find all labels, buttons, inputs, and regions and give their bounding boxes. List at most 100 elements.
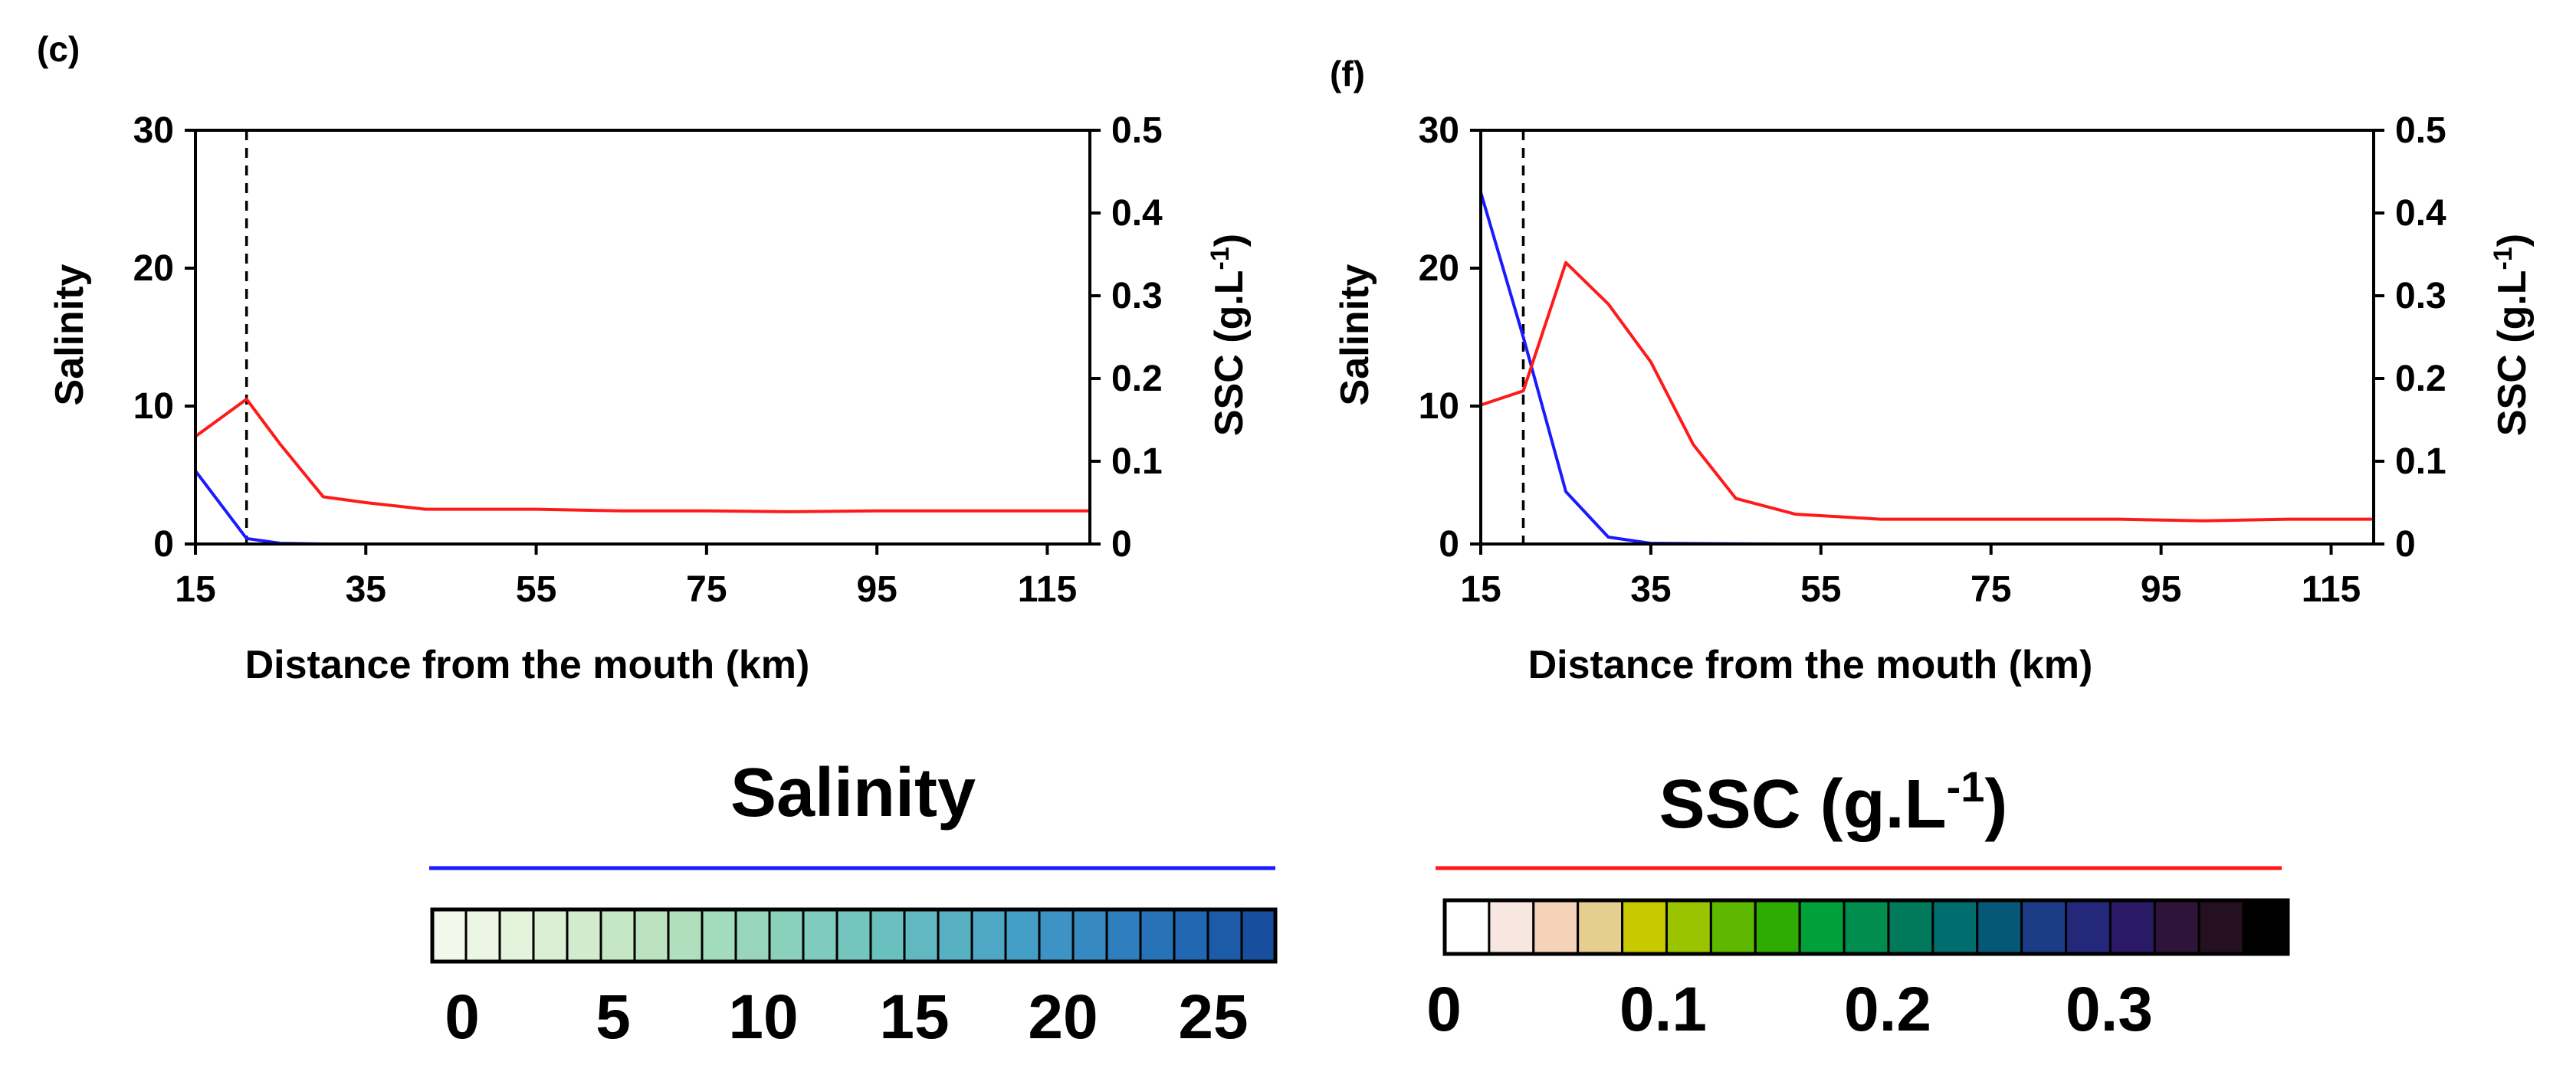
y-tick-label-right-f: 0.5 (2395, 110, 2446, 151)
ssc-color-swatch (1532, 899, 1580, 955)
salinity-color-swatch (633, 908, 670, 963)
x-tick-label-c: 15 (175, 569, 215, 610)
salinity-colorbar-label: 10 (728, 982, 798, 1052)
salinity-color-swatch (566, 908, 602, 963)
salinity-color-swatch (1105, 908, 1142, 963)
x-tick-label-c: 55 (516, 569, 556, 610)
x-tick-label-c: 35 (346, 569, 386, 610)
y-tick-label-right-f: 0.1 (2395, 441, 2446, 482)
y-axis-title-left-c: Salinity (48, 264, 92, 405)
y-tick-label-right-c: 0 (1111, 524, 1132, 565)
legend-ssc: SSC (g.L-1) 0 0.1 0.2 0.3 (1426, 762, 2290, 1044)
ssc-color-swatch (1843, 899, 1890, 955)
salinity-color-swatch (734, 908, 771, 963)
panel-label-c: (c) (37, 29, 80, 69)
y-axis-title-right-c: SSC (g.L-1) (1206, 234, 1252, 436)
salinity-color-swatch (667, 908, 704, 963)
y-tick-label-right-f: 0.3 (2395, 276, 2446, 316)
y-tick-label-right-c: 0.5 (1111, 110, 1163, 151)
salinity-color-swatch (599, 908, 636, 963)
salinity-colorbar-label: 5 (596, 982, 631, 1052)
salinity-colorbar-label: 25 (1178, 982, 1248, 1052)
salinity-color-swatch (464, 908, 501, 963)
ssc-colorbar-label: 0 (1426, 975, 1462, 1044)
ssc-color-swatch (1577, 899, 1624, 955)
y-tick-label-left-c: 0 (153, 524, 174, 565)
panel-c: (c) Distance from the mouth (km) Salinit… (37, 29, 1252, 687)
x-tick-label-c: 95 (856, 569, 897, 610)
salinity-colorbar-label: 20 (1028, 982, 1098, 1052)
y-tick-label-right-c: 0.4 (1111, 193, 1163, 234)
ssc-color-swatch (2153, 899, 2200, 955)
ssc-color-swatch (1665, 899, 1712, 955)
salinity-color-swatch (498, 908, 535, 963)
ssc-color-swatch (1976, 899, 2023, 955)
salinity-color-swatch (937, 908, 973, 963)
salinity-color-swatch (970, 908, 1007, 963)
y-tick-label-left-c: 10 (133, 386, 174, 427)
y-tick-label-left-f: 10 (1419, 386, 1459, 427)
salinity-color-swatch (1004, 908, 1041, 963)
ssc-colorbar-label: 0.1 (1619, 975, 1707, 1044)
ssc-color-swatch (1887, 899, 1934, 955)
x-tick-label-f: 115 (2302, 569, 2361, 610)
x-axis-title-c: Distance from the mouth (km) (245, 643, 810, 687)
salinity-color-swatch (1206, 908, 1243, 963)
salinity-colorbar-label: 15 (879, 982, 949, 1052)
salinity-color-swatch (903, 908, 940, 963)
x-tick-label-f: 55 (1800, 569, 1841, 610)
ssc-color-swatch (1798, 899, 1846, 955)
salinity-color-swatch (532, 908, 569, 963)
x-tick-label-f: 95 (2141, 569, 2181, 610)
salinity-color-swatch (1139, 908, 1176, 963)
y-tick-label-right-f: 0.2 (2395, 359, 2446, 399)
x-axis-title-f: Distance from the mouth (km) (1528, 643, 2093, 687)
x-tick-label-c: 115 (1018, 569, 1077, 610)
salinity-color-swatch (1173, 908, 1209, 963)
salinity-color-swatch (768, 908, 805, 963)
ssc-line-f (1480, 261, 2374, 523)
salinity-color-swatch (1038, 908, 1075, 963)
ssc-colorbar-frame (1442, 898, 2290, 956)
y-axis-title-right-f: SSC (g.L-1) (2489, 234, 2535, 436)
x-tick-label-f: 75 (1971, 569, 2011, 610)
ssc-colorbar-label: 0.3 (2066, 975, 2153, 1044)
y-tick-label-left-f: 30 (1419, 110, 1459, 151)
salinity-color-swatch (1071, 908, 1108, 963)
salinity-color-swatch (701, 908, 737, 963)
x-tick-label-f: 15 (1460, 569, 1501, 610)
ssc-color-swatch (1443, 899, 1491, 955)
salinity-colorbar-frame (430, 907, 1278, 964)
ssc-colorbar-label: 0.2 (1844, 975, 1931, 1044)
y-axis-title-left-f: Salinity (1333, 264, 1377, 405)
salinity-line-f (1479, 192, 2374, 546)
ssc-color-swatch (1754, 899, 1801, 955)
x-tick-label-f: 35 (1630, 569, 1671, 610)
legend-salinity-title: Salinity (730, 755, 976, 831)
salinity-color-swatch (431, 908, 468, 963)
salinity-line-c (194, 470, 1090, 546)
y-tick-label-right-c: 0.1 (1111, 441, 1163, 482)
ssc-color-swatch (1488, 899, 1535, 955)
salinity-color-swatch (869, 908, 906, 963)
salinity-color-swatch (802, 908, 838, 963)
plot-frame-c (194, 129, 1091, 546)
legend-ssc-title: SSC (g.L-1) (1659, 762, 2008, 843)
ssc-color-swatch (2197, 899, 2245, 955)
ssc-color-swatch (2108, 899, 2156, 955)
ssc-line-c (194, 398, 1090, 513)
ssc-color-swatch (2242, 899, 2289, 955)
ssc-color-swatch (2020, 899, 2068, 955)
panel-f: (f) Distance from the mouth (km) Salinit… (1330, 54, 2535, 687)
y-tick-label-left-f: 0 (1439, 524, 1459, 565)
ssc-color-swatch (2065, 899, 2112, 955)
y-tick-label-left-c: 30 (133, 110, 174, 151)
y-tick-label-right-c: 0.2 (1111, 359, 1163, 399)
ssc-color-swatch (1621, 899, 1668, 955)
legend-salinity: Salinity 0 5 10 15 20 25 (429, 755, 1278, 1052)
x-tick-label-c: 75 (686, 569, 727, 610)
y-tick-label-right-f: 0 (2395, 524, 2416, 565)
y-tick-label-right-f: 0.4 (2395, 193, 2446, 234)
y-tick-label-right-c: 0.3 (1111, 276, 1163, 316)
